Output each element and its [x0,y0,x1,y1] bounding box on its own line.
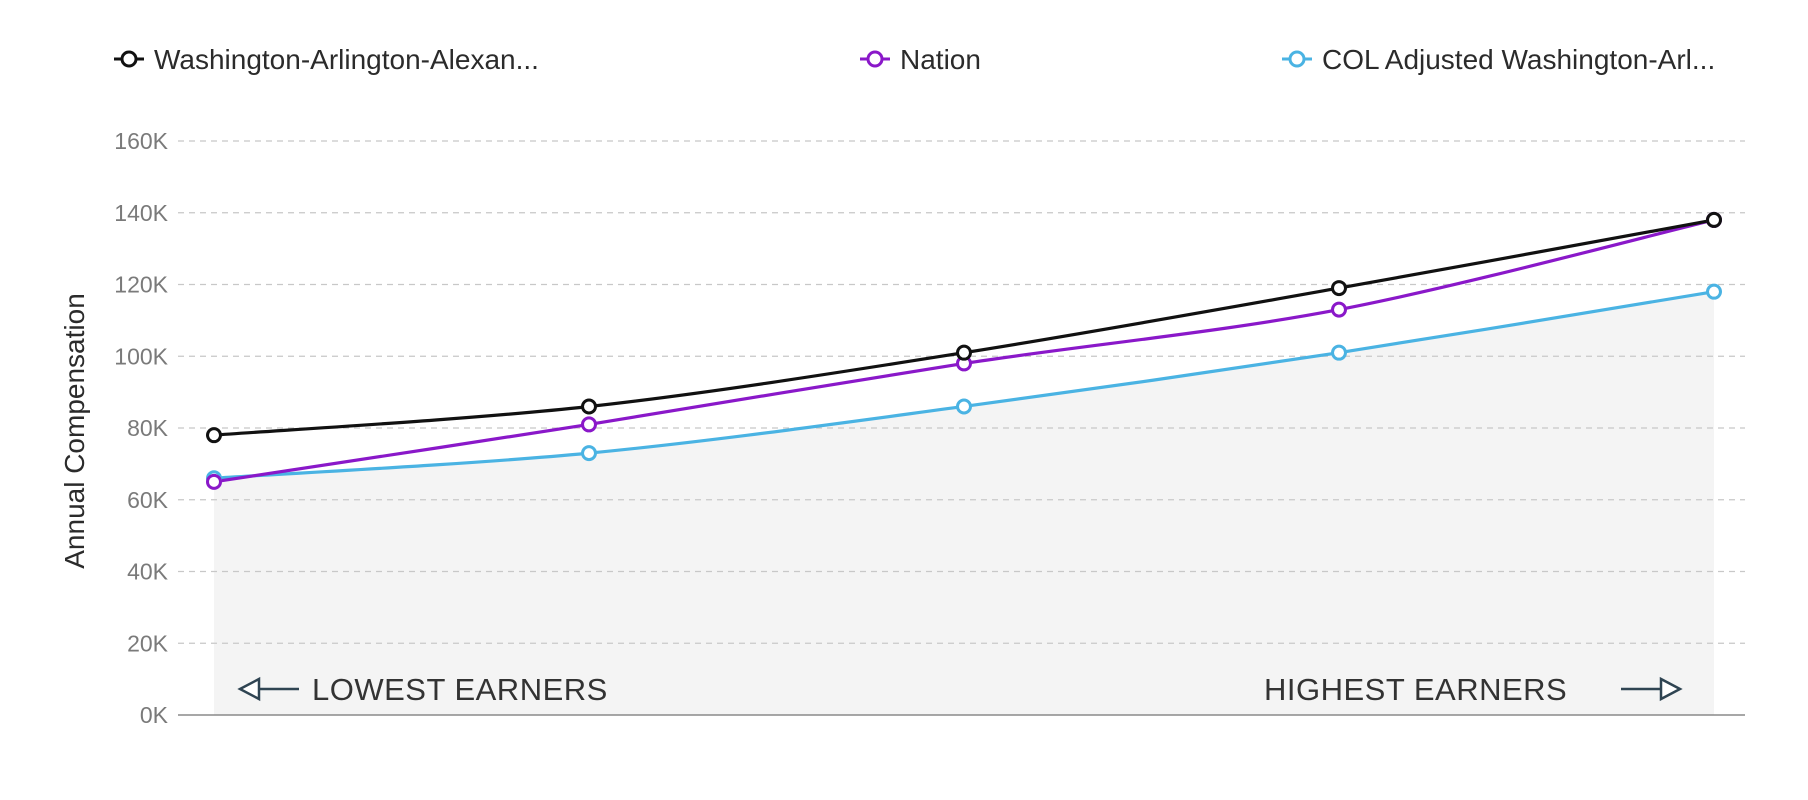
data-point-2-3[interactable] [1331,344,1347,361]
data-point-2-1[interactable] [581,445,597,462]
data-point-0-1[interactable] [581,398,597,415]
series-lines [206,211,1722,490]
legend-item-1[interactable]: Nation [860,44,981,75]
highest-earners-label: HIGHEST EARNERS [1264,672,1567,707]
lowest-earners-label: LOWEST EARNERS [312,672,608,707]
legend-circle-marker [866,50,884,68]
data-point-1-3[interactable] [1331,301,1347,318]
legend-label: Nation [900,44,981,75]
y-tick-label: 60K [127,487,169,513]
data-point-2-4[interactable] [1706,283,1722,300]
legend-circle-marker [120,50,138,68]
legend-circle-marker [1288,50,1306,68]
y-tick-label: 40K [127,559,169,585]
y-tick-label: 160K [114,128,168,154]
legend-label: Washington-Arlington-Alexan... [154,44,539,75]
y-tick-label: 100K [114,343,168,369]
left-arrow-icon [237,676,299,702]
data-point-1-1[interactable] [581,416,597,433]
earner-annotations: LOWEST EARNERS HIGHEST EARNERS [237,672,1683,707]
y-tick-label: 80K [127,415,169,441]
right-arrow-icon [1621,676,1683,702]
data-point-0-3[interactable] [1331,280,1347,297]
y-tick-label: 20K [127,630,169,656]
data-point-0-4[interactable] [1706,211,1722,228]
data-point-2-2[interactable] [956,398,972,415]
data-point-1-0[interactable] [206,473,222,490]
y-tick-label: 120K [114,272,168,298]
y-axis-title: Annual Compensation [59,293,90,569]
y-tick-label: 0K [140,702,169,728]
area-layer [214,291,1714,715]
y-tick-label: 140K [114,200,168,226]
legend-label: COL Adjusted Washington-Arl... [1322,44,1715,75]
legend-item-2[interactable]: COL Adjusted Washington-Arl... [1282,44,1715,75]
data-point-0-0[interactable] [206,427,222,444]
legend: Washington-Arlington-Alexan... Nation COL … [114,44,1715,75]
data-point-0-2[interactable] [956,344,972,361]
legend-item-0[interactable]: Washington-Arlington-Alexan... [114,44,539,75]
series-area-2 [214,291,1714,715]
y-axis: 0K 20K 40K 60K 80K 100K 120K 140K 160K [114,128,168,728]
